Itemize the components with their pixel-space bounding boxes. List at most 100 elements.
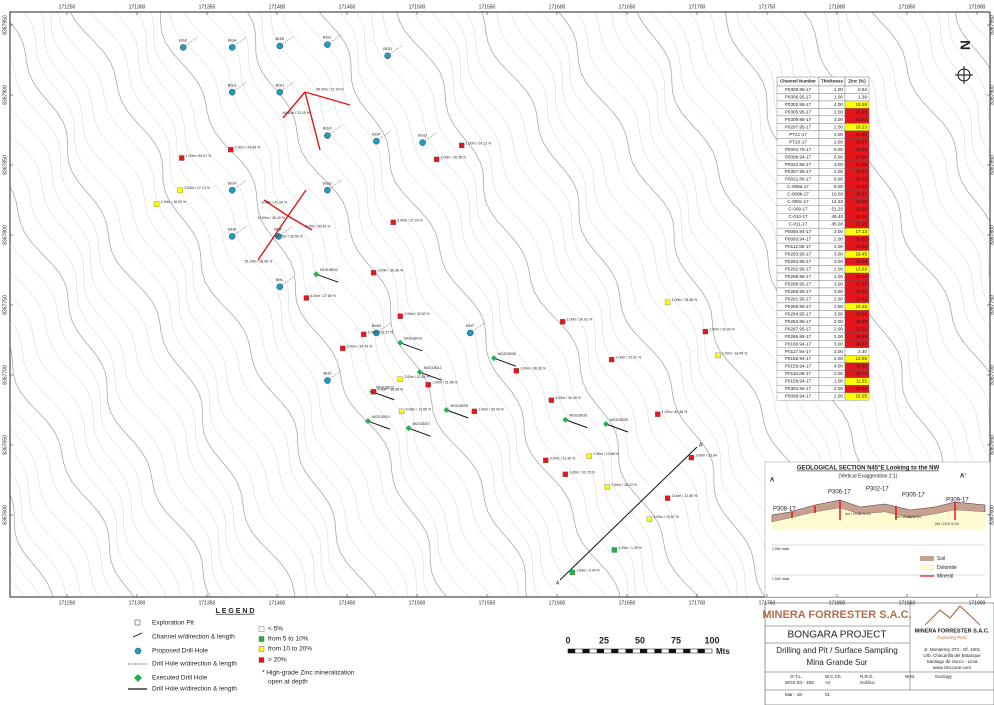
- table-text: 30.91: [856, 311, 868, 316]
- contour: [10, 21, 296, 597]
- x-tick-label: 171550: [479, 4, 496, 10]
- contour: [837, 12, 990, 328]
- table-text: 2.00: [834, 237, 843, 242]
- proposed-drill-hole: [384, 52, 391, 60]
- arrow: [282, 91, 306, 119]
- x-tick-label: 171900: [969, 600, 986, 606]
- table-text: P0302.95-17: [785, 102, 812, 107]
- title-cell: Mar - 18: [785, 692, 802, 697]
- table-text: P0309.95-17: [785, 117, 812, 122]
- contour: [10, 186, 211, 597]
- table-text: P0306.95-17: [785, 94, 812, 99]
- sample: [559, 319, 566, 325]
- table-text: C-008a-17: [787, 184, 809, 189]
- y-tick-label: 8367600: [989, 505, 994, 525]
- proposed-drill-hole: [276, 42, 284, 50]
- legend-title: L E G E N D: [216, 608, 255, 615]
- legend-symbol: [132, 632, 143, 638]
- north-arrow: [955, 66, 973, 84]
- table-text: 32.60: [856, 132, 868, 137]
- y-tick-label: 8367700: [989, 365, 994, 385]
- contour: [356, 12, 637, 597]
- table-text: P0285.95-17: [785, 334, 812, 339]
- arrow: [304, 91, 321, 151]
- contour: [298, 12, 606, 597]
- table-text: 30.49: [856, 334, 868, 339]
- contour: [431, 12, 731, 597]
- title-cell: Geology: [935, 674, 953, 679]
- x-tick-label: 171800: [829, 4, 846, 10]
- address: Jr. Monterrey 373 - Of. 1001: [924, 647, 981, 652]
- contour: [228, 12, 519, 597]
- table-text: P0115.86-17: [785, 371, 811, 376]
- channel-arrows: [257, 91, 351, 261]
- y-tick-label: 8367900: [989, 85, 994, 105]
- table-text: 25.43: [856, 177, 868, 182]
- sample-label: 2.00m / 11.55 %: [404, 375, 429, 379]
- legend-grade-swatch: [258, 646, 265, 652]
- proposed-drill-hole: [179, 44, 187, 51]
- sample: [397, 313, 403, 319]
- table-text: 31.42: [856, 296, 868, 301]
- company: MINERA FORRESTER S.A.C.: [762, 609, 911, 621]
- table-text: 22.55: [856, 109, 868, 114]
- legend-label: Channel w/direction & length: [152, 634, 235, 641]
- executed-hole-trace: [408, 427, 431, 437]
- legend: Exploration Pit Channel w/direction & len…: [128, 620, 355, 693]
- arrow: [287, 215, 313, 231]
- channel-label: 10.00m / 26.40 %: [257, 216, 284, 220]
- table-text: P0155.94-17: [785, 356, 812, 361]
- contour: [151, 12, 430, 597]
- sample: [664, 495, 671, 501]
- contour: [736, 12, 990, 508]
- sample: [397, 376, 403, 382]
- table-text: 2.00: [834, 124, 843, 129]
- table-text: 34.05: [856, 289, 868, 294]
- proposed-drill-hole: [419, 139, 426, 146]
- contour: [339, 12, 629, 597]
- x-tick-label: 171650: [619, 600, 636, 606]
- table-text: 2.00: [834, 371, 843, 376]
- table-text: P0307.95-17: [785, 169, 812, 174]
- executed-drill-hole: [397, 339, 404, 346]
- contour: [10, 402, 118, 597]
- contour: [41, 12, 321, 597]
- sample-label: 2.00m / 24.66 %: [235, 146, 261, 150]
- table-text: 36.98: [856, 364, 868, 369]
- contour: [918, 12, 990, 177]
- executed-drill-hole: [443, 406, 450, 413]
- north-cross: [955, 66, 973, 84]
- legend-label: Drill Hole w/direction & length: [152, 661, 237, 668]
- table-text: 2.00: [834, 244, 843, 249]
- sample-label: 4.00m / 15.57 %: [653, 515, 679, 519]
- sample-label: 1.00m / 40.38 %: [662, 410, 688, 414]
- table-text: 4.00: [834, 364, 843, 369]
- sample: [433, 156, 440, 163]
- scale-tick-label: 100: [704, 635, 719, 645]
- table-text: 3.00: [834, 281, 843, 286]
- sample-label: 2.00m / 32.37 %: [368, 330, 394, 334]
- section-legend: Mineral: [937, 573, 953, 579]
- executed-hole-label: MGS18010: [372, 415, 390, 419]
- x-tick-label: 171700: [689, 600, 706, 606]
- table-text: 2.00: [834, 394, 843, 399]
- legend-symbol: [134, 619, 141, 626]
- contour: [281, 12, 585, 597]
- table-text: P0099.94-17: [785, 394, 812, 399]
- table-text: 18.45: [856, 252, 868, 257]
- executed-drill-hole: [602, 420, 609, 427]
- contour: [382, 12, 675, 597]
- table-text: P0298.95-17: [785, 281, 812, 286]
- section-intercept: 2m / 23.6 % Zn: [935, 522, 959, 526]
- legend-label: Drill Hole w/direction & length: [152, 686, 237, 693]
- drill-hole-label: BGQ: [418, 133, 427, 138]
- executed-hole-label: MGS18019: [404, 337, 422, 341]
- table-text: P0283.95-17: [785, 319, 812, 324]
- contour: [136, 12, 418, 597]
- x-tick-label: 171400: [269, 4, 286, 10]
- sample: [702, 328, 709, 335]
- y-tick-label: 8367650: [2, 435, 8, 455]
- channel-label: 14.20m / 30.50 %: [276, 234, 303, 238]
- table-text: 2.00: [834, 109, 843, 114]
